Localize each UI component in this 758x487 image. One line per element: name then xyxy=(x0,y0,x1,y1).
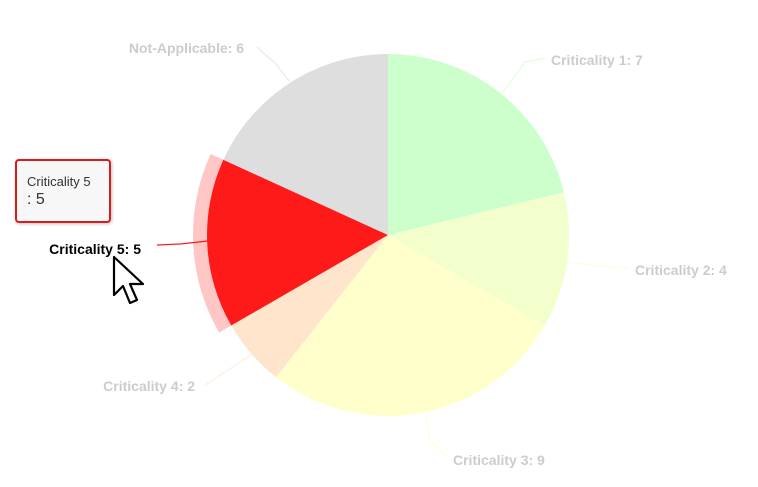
label-connector xyxy=(566,261,629,269)
pie-slice-criticality-4[interactable] xyxy=(231,235,388,378)
data-label-criticality-5: Criticality 5: 5 xyxy=(49,241,141,257)
data-label-criticality-3: Criticality 3: 9 xyxy=(453,452,545,468)
pie-slice-not-applicable[interactable] xyxy=(223,54,388,235)
pie-slice-criticality-3[interactable] xyxy=(276,235,545,416)
slice-tooltip: Criticality 5 : 5 xyxy=(15,159,111,223)
data-label-criticality-1: Criticality 1: 7 xyxy=(551,52,643,68)
tooltip-value: : 5 xyxy=(27,191,45,208)
pie-slice-criticality-5[interactable] xyxy=(206,159,388,326)
arrow-pointer-icon xyxy=(112,255,145,305)
pie-slice-criticality-2[interactable] xyxy=(388,192,569,326)
label-connector xyxy=(156,240,209,246)
pie-slice-criticality-1[interactable] xyxy=(388,54,564,235)
label-connector xyxy=(502,57,546,93)
data-label-criticality-4: Criticality 4: 2 xyxy=(103,378,195,394)
data-label-not-applicable: Not-Applicable: 6 xyxy=(129,40,244,56)
label-connector xyxy=(204,352,255,386)
label-connector xyxy=(424,411,449,459)
data-label-criticality-2: Criticality 2: 4 xyxy=(635,262,727,278)
label-connector xyxy=(256,46,291,83)
tooltip-series-name: Criticality 5 xyxy=(27,174,91,189)
slice-hover-halo xyxy=(192,153,232,333)
